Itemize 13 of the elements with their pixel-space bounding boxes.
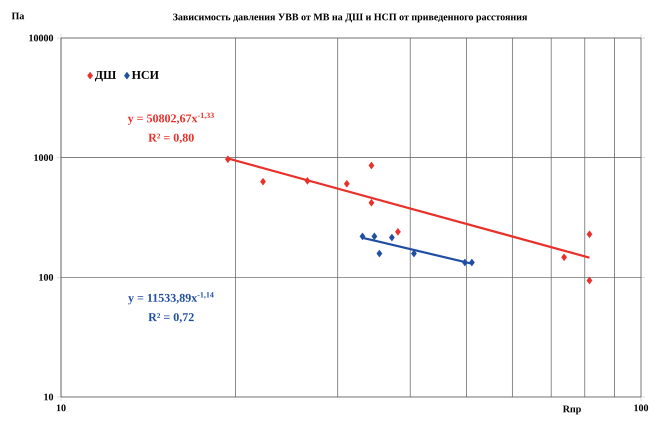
annotation: R² = 0,80 xyxy=(148,134,194,144)
annotation: R² = 0,72 xyxy=(148,313,194,323)
x-axis-title: Rпр xyxy=(562,406,581,414)
annotation: y = 11533,89x$^{-1,14}$ xyxy=(128,292,214,304)
chart-title: Зависимость давления УВВ от МВ на ДШ и НСП от приведенного расстояния xyxy=(173,14,528,22)
y-tick-label: 100 xyxy=(39,274,54,281)
y-tick-label: 10 xyxy=(44,394,54,400)
y-tick-label: 10000 xyxy=(29,34,54,42)
legend-label: НСИ xyxy=(132,70,159,79)
legend-label: ДШ xyxy=(94,70,116,82)
y-tick-label: 1000 xyxy=(34,154,54,162)
annotation: y = 50802,67x$^{-1,33}$ xyxy=(128,112,214,125)
y-axis-title: Па xyxy=(12,12,24,20)
